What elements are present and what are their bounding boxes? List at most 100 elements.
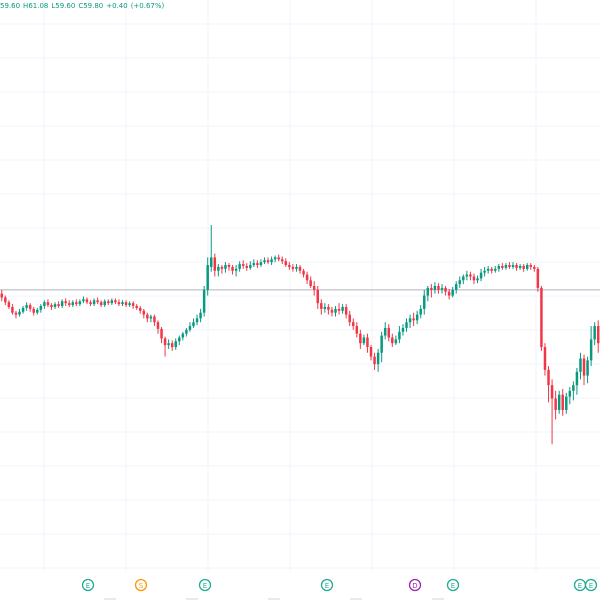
candle-body[interactable] <box>426 287 430 296</box>
candle-body[interactable] <box>550 385 554 399</box>
candle-body[interactable] <box>383 327 387 336</box>
candle-body[interactable] <box>295 266 298 269</box>
candle-body[interactable] <box>21 307 25 312</box>
candle-body[interactable] <box>348 314 351 323</box>
candle-body[interactable] <box>330 309 334 313</box>
candle-body[interactable] <box>259 262 263 266</box>
candle-body[interactable] <box>302 270 305 275</box>
candle-body[interactable] <box>14 312 18 315</box>
candle-body[interactable] <box>50 305 53 307</box>
event-marker-icon[interactable] <box>320 578 334 592</box>
candle-body[interactable] <box>241 264 245 266</box>
candle-body[interactable] <box>582 358 586 376</box>
candle-body[interactable] <box>575 371 579 386</box>
candle-body[interactable] <box>373 356 376 365</box>
event-marker-icon[interactable] <box>408 578 422 592</box>
candle-body[interactable] <box>387 327 390 338</box>
candle-body[interactable] <box>423 295 426 309</box>
candle-body[interactable] <box>195 318 199 323</box>
candle-body[interactable] <box>554 398 557 410</box>
candle-body[interactable] <box>249 265 252 268</box>
candle-body[interactable] <box>415 314 419 321</box>
candle-body[interactable] <box>444 287 447 292</box>
candle-body[interactable] <box>344 306 348 315</box>
candle-body[interactable] <box>107 301 110 304</box>
candle-body[interactable] <box>341 306 344 311</box>
candle-body[interactable] <box>572 385 575 391</box>
candle-body[interactable] <box>596 326 600 344</box>
candle-body[interactable] <box>99 302 103 306</box>
candle-body[interactable] <box>515 265 518 268</box>
candle-body[interactable] <box>568 390 572 397</box>
candle-body[interactable] <box>277 257 280 260</box>
candle-body[interactable] <box>170 343 174 348</box>
candle-body[interactable] <box>405 322 408 328</box>
candle-body[interactable] <box>227 265 231 267</box>
candle-body[interactable] <box>135 306 138 308</box>
candle-body[interactable] <box>32 308 35 313</box>
candle-body[interactable] <box>380 335 383 353</box>
candle-body[interactable] <box>167 343 170 346</box>
candle-body[interactable] <box>270 259 273 263</box>
candle-body[interactable] <box>266 260 270 263</box>
candle-body[interactable] <box>440 287 444 290</box>
candle-body[interactable] <box>529 265 533 267</box>
candle-body[interactable] <box>174 341 177 348</box>
candle-body[interactable] <box>199 312 202 319</box>
candle-body[interactable] <box>352 322 355 327</box>
candle-body[interactable] <box>92 300 96 305</box>
event-marker-icon[interactable] <box>134 578 148 592</box>
candle-body[interactable] <box>146 314 149 319</box>
candle-body[interactable] <box>71 302 75 306</box>
candle-body[interactable] <box>501 265 504 268</box>
candle-body[interactable] <box>323 306 327 309</box>
candle-body[interactable] <box>128 303 131 306</box>
candle-body[interactable] <box>586 360 589 376</box>
candle-body[interactable] <box>472 276 476 281</box>
candle-body[interactable] <box>220 266 224 269</box>
candle-body[interactable] <box>589 339 593 361</box>
candle-body[interactable] <box>60 301 64 307</box>
candle-body[interactable] <box>408 318 412 323</box>
candle-body[interactable] <box>391 337 394 344</box>
candle-body[interactable] <box>178 337 181 342</box>
candle-body[interactable] <box>224 265 227 269</box>
candle-body[interactable] <box>504 265 508 268</box>
candle-body[interactable] <box>156 322 160 329</box>
candle-body[interactable] <box>401 327 405 332</box>
candle-body[interactable] <box>362 337 366 344</box>
candle-body[interactable] <box>593 326 596 340</box>
candle-body[interactable] <box>36 309 39 313</box>
candle-body[interactable] <box>213 257 217 271</box>
candle-body[interactable] <box>483 270 486 273</box>
candle-body[interactable] <box>469 274 472 277</box>
candle-body[interactable] <box>309 280 312 286</box>
candle-body[interactable] <box>185 329 188 334</box>
candle-body[interactable] <box>447 291 451 296</box>
candle-body[interactable] <box>522 265 525 269</box>
candle-body[interactable] <box>57 304 60 307</box>
candle-body[interactable] <box>369 347 373 357</box>
candle-body[interactable] <box>366 337 369 348</box>
candle-body[interactable] <box>256 263 259 266</box>
candle-body[interactable] <box>476 278 479 281</box>
candle-body[interactable] <box>355 326 359 334</box>
candle-body[interactable] <box>320 303 323 309</box>
candle-body[interactable] <box>494 268 497 271</box>
candle-body[interactable] <box>96 300 99 303</box>
candle-body[interactable] <box>149 316 153 319</box>
candle-body[interactable] <box>75 302 78 305</box>
candle-body[interactable] <box>252 263 256 266</box>
candle-body[interactable] <box>11 306 14 313</box>
candle-body[interactable] <box>490 268 493 271</box>
candle-body[interactable] <box>78 301 82 305</box>
candle-body[interactable] <box>46 302 50 306</box>
candle-body[interactable] <box>238 264 241 269</box>
candle-body[interactable] <box>376 352 380 365</box>
candle-body[interactable] <box>518 265 522 268</box>
candle-body[interactable] <box>298 266 302 271</box>
candle-body[interactable] <box>312 286 316 290</box>
event-marker-icon[interactable] <box>81 578 95 592</box>
